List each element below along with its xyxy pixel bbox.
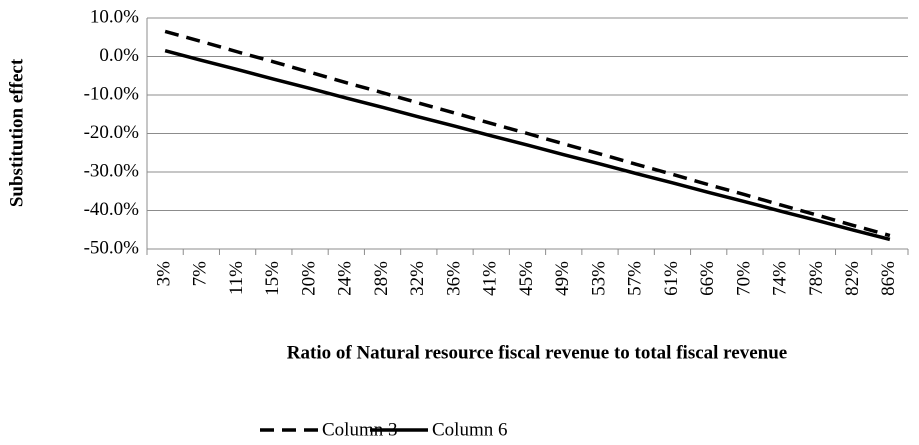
x-tick-label: 28%	[371, 261, 392, 296]
x-tick-label: 24%	[335, 261, 356, 296]
y-tick-label: -20.0%	[84, 122, 140, 143]
y-axis-label: Substitution effect	[6, 58, 27, 207]
x-tick-label: 41%	[480, 261, 501, 296]
line-series	[164, 49, 891, 242]
legend-label: Column 6	[432, 419, 507, 440]
legend-label: Column 3	[322, 419, 397, 440]
x-tick-label: 53%	[588, 261, 609, 296]
x-tick-label: 11%	[226, 261, 247, 295]
x-tick-label: 7%	[190, 261, 211, 287]
x-tick-label: 20%	[298, 261, 319, 296]
x-tick-label: 3%	[153, 261, 174, 287]
x-tick-label: 74%	[770, 261, 791, 296]
y-tick-label: -10.0%	[84, 83, 140, 104]
x-tick-label: 78%	[806, 261, 827, 296]
x-tick-label: 70%	[733, 261, 754, 296]
y-tick-label: -40.0%	[84, 199, 140, 220]
x-tick-label: 61%	[661, 261, 682, 296]
x-tick-label: 86%	[878, 261, 899, 296]
x-tick-label: 57%	[625, 261, 646, 296]
y-tick-label: 0.0%	[99, 45, 139, 66]
x-tick-label: 45%	[516, 261, 537, 296]
x-tick-label: 82%	[842, 261, 863, 296]
y-tick-label: -30.0%	[84, 160, 140, 181]
x-tick-label: 32%	[407, 261, 428, 296]
x-axis-label: Ratio of Natural resource fiscal revenue…	[287, 342, 787, 363]
x-tick-label: 49%	[552, 261, 573, 296]
x-tick-label: 66%	[697, 261, 718, 296]
line-series	[164, 29, 891, 238]
x-tick-label: 36%	[443, 261, 464, 296]
y-tick-label: -50.0%	[84, 237, 140, 258]
y-tick-label: 10.0%	[90, 6, 139, 27]
x-tick-label: 15%	[262, 261, 283, 296]
